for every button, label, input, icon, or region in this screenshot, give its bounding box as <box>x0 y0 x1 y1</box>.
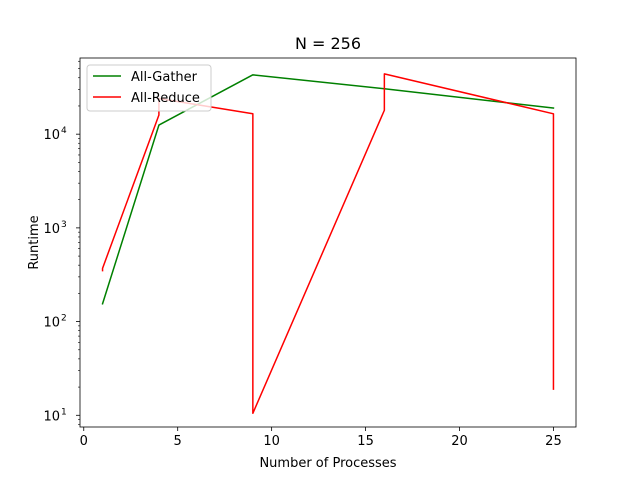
x-tick-label: 0 <box>80 434 88 449</box>
series-layer <box>101 73 555 415</box>
y-axis-label: Runtime <box>27 215 42 269</box>
y-tick-label: 10 <box>43 128 60 143</box>
x-tick-label: 10 <box>263 434 280 449</box>
plot-area <box>80 58 576 427</box>
x-axis-label: Number of Processes <box>259 456 396 471</box>
legend-label-1: All-Reduce <box>131 91 200 106</box>
y-tick-label: 10 <box>43 316 60 331</box>
y-tick-label: 10 <box>43 222 60 237</box>
x-tick-label: 15 <box>357 434 374 449</box>
y-tick-label-exponent: 4 <box>61 126 67 136</box>
y-tick-label-exponent: 2 <box>61 314 67 324</box>
x-tick-label: 25 <box>545 434 562 449</box>
legend-label-0: All-Gather <box>131 70 198 85</box>
y-tick-label-exponent: 3 <box>61 220 67 230</box>
y-tick-label-exponent: 1 <box>61 407 67 417</box>
x-tick-label: 5 <box>174 434 182 449</box>
legend: All-Gather All-Reduce <box>86 64 212 112</box>
x-tick-label: 20 <box>451 434 468 449</box>
chart-title: N = 256 <box>295 34 361 53</box>
y-tick-label: 10 <box>43 409 60 424</box>
series-line-0 <box>101 74 555 305</box>
series-line-1 <box>101 73 555 415</box>
